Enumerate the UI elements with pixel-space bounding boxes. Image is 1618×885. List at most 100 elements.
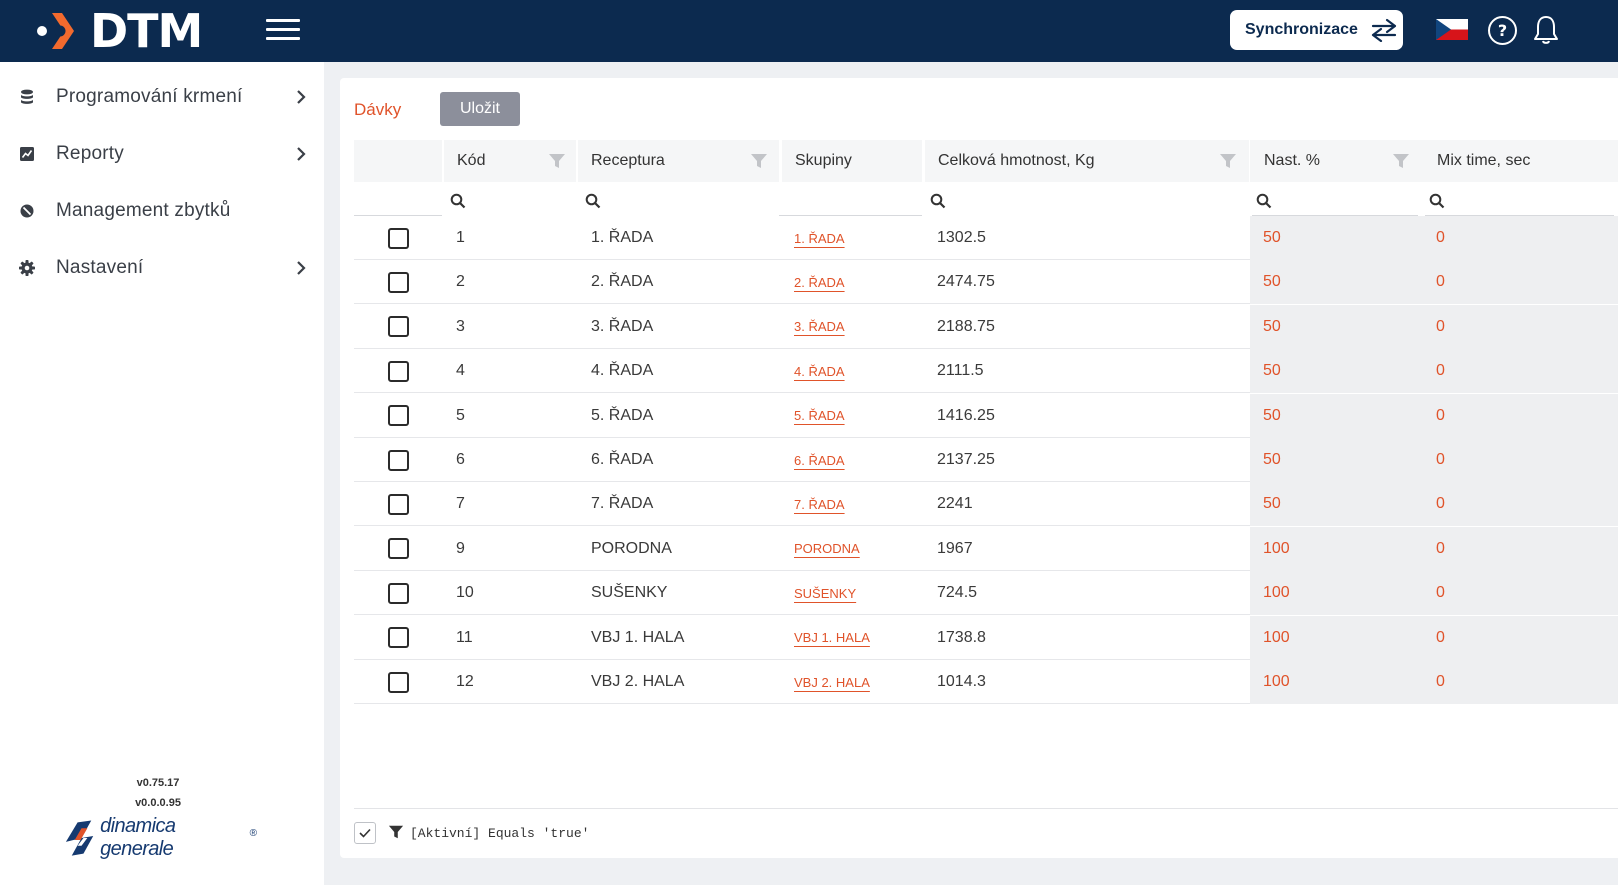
cell-group-link[interactable]: 2. ŘADA [794,274,845,290]
filter-input-setting-pct[interactable] [1252,182,1422,216]
save-button[interactable]: Uložit [440,92,520,126]
cell-mix-time: 0 [1436,495,1445,513]
filter-icon[interactable] [1392,152,1410,170]
registered-mark: ® [249,827,257,839]
cell-group-link[interactable]: PORODNA [794,541,860,557]
row-checkbox[interactable] [388,360,409,382]
table-row[interactable]: 6 6. ŘADA 6. ŘADA 2137.25 50 0 [354,438,1618,482]
row-select-cell [388,571,409,615]
cell-group-link[interactable]: VBJ 2. HALA [794,674,870,690]
row-checkbox[interactable] [388,627,409,649]
filter-icon[interactable] [548,152,566,170]
cell-group-link[interactable]: 3. ŘADA [794,319,845,335]
logo-mark-icon [37,13,74,49]
chevron-right-icon [297,147,306,161]
czech-flag-icon[interactable] [1436,19,1468,40]
table-row[interactable]: 11 VBJ 1. HALA VBJ 1. HALA 1738.8 100 0 [354,615,1618,660]
cell-group-link[interactable]: 5. ŘADA [794,408,845,424]
help-icon[interactable]: ? [1487,15,1518,46]
cell-group-link[interactable]: VBJ 1. HALA [794,630,870,646]
cell-group-link-container: 5. ŘADA [794,394,845,438]
row-shade [1250,349,1618,394]
cell-setting-pct: 50 [1263,273,1281,291]
row-shade [1250,660,1618,704]
filter-expression[interactable]: [Aktivní] Equals 'true' [410,825,590,841]
table-row[interactable]: 3 3. ŘADA 3. ŘADA 2188.75 50 0 [354,304,1618,349]
menu-toggle-button[interactable] [266,19,300,43]
filter-icon[interactable] [1219,152,1237,170]
column-header-setting-pct[interactable]: Nast. % [1251,140,1422,182]
sidebar-item-waste-management[interactable]: Management zbytků [0,191,324,231]
cell-mix-time: 0 [1436,673,1445,690]
cell-recipe: 6. ŘADA [591,451,654,468]
cell-code: 12 [456,673,474,690]
table-row[interactable]: 12 VBJ 2. HALA VBJ 2. HALA 1014.3 100 0 [354,660,1618,704]
filter-input-recipe[interactable] [581,182,781,216]
cell-total-weight: 2241 [937,495,973,513]
table-row[interactable]: 4 4. ŘADA 4. ŘADA 2111.5 50 0 [354,349,1618,394]
row-checkbox[interactable] [388,449,409,471]
row-checkbox[interactable] [388,227,409,249]
table-row[interactable]: 9 PORODNA PORODNA 1967 100 0 [354,526,1618,571]
row-checkbox[interactable] [388,493,409,515]
search-icon [585,193,601,209]
cell-group-link[interactable]: 4. ŘADA [794,363,845,379]
filter-cell-groups [779,182,926,216]
sidebar-item-settings[interactable]: Nastavení [0,248,324,288]
cell-code: 6 [456,451,465,468]
filter-input-mix-time[interactable] [1425,182,1618,216]
column-header-recipe[interactable]: Receptura [578,140,779,182]
cell-mix-time-container: 0 [1436,305,1445,349]
cell-mix-time-container: 0 [1436,438,1445,482]
row-checkbox[interactable] [388,582,409,604]
cell-total-weight-container: 1302.5 [937,216,986,260]
app-logo[interactable]: DTM [34,8,203,54]
row-checkbox[interactable] [388,316,409,338]
table-row[interactable]: 7 7. ŘADA 7. ŘADA 2241 50 0 [354,482,1618,527]
row-checkbox[interactable] [388,271,409,293]
cell-setting-pct: 100 [1263,584,1290,602]
table-row[interactable]: 1 1. ŘADA 1. ŘADA 1302.5 50 0 [354,216,1618,260]
cell-recipe-container: PORODNA [591,527,672,571]
cell-setting-pct-container: 50 [1263,349,1281,393]
cell-code: 9 [456,539,465,557]
filter-enabled-checkbox[interactable] [354,822,376,844]
chevron-right-icon [297,90,306,104]
table-row[interactable]: 10 SUŠENKY SUŠENKY 724.5 100 0 [354,571,1618,616]
cell-setting-pct: 50 [1263,406,1281,424]
cell-setting-pct: 50 [1263,317,1281,335]
cell-group-link[interactable]: SUŠENKY [794,585,857,601]
cell-total-weight-container: 1416.25 [937,394,995,438]
svg-text:?: ? [1498,21,1507,40]
sidebar-item-feeding-programming[interactable]: Programování krmení [0,77,324,117]
filter-input-total-weight[interactable] [926,182,1246,216]
sync-button[interactable]: Synchronizace [1230,10,1403,50]
row-checkbox[interactable] [388,538,409,560]
filter-icon[interactable] [750,152,768,170]
column-header-mix-time[interactable]: Mix time, sec [1424,140,1618,182]
cell-recipe-container: 1. ŘADA [591,216,653,260]
column-header-code[interactable]: Kód [444,140,576,182]
cell-group-link[interactable]: 6. ŘADA [794,452,845,468]
bell-icon[interactable] [1532,14,1560,46]
table-row[interactable]: 2 2. ŘADA 2. ŘADA 2474.75 50 0 [354,260,1618,305]
cell-group-link[interactable]: 7. ŘADA [794,496,845,512]
cell-setting-pct-container: 50 [1263,260,1281,304]
cell-total-weight-container: 2188.75 [937,305,995,349]
row-select-cell [388,660,409,704]
row-checkbox[interactable] [388,405,409,427]
column-header-total-weight[interactable]: Celková hmotnost, Kg [925,140,1249,182]
row-select-cell [388,616,409,660]
cell-group-link[interactable]: 1. ŘADA [794,230,845,246]
column-header-groups[interactable]: Skupiny [782,140,922,182]
cell-setting-pct-container: 100 [1263,660,1290,704]
filter-input-code[interactable] [446,182,578,216]
cell-group-link-container: 2. ŘADA [794,260,845,304]
cell-group-link-container: 7. ŘADA [794,482,845,526]
row-shade [1250,526,1618,571]
sidebar-item-reports[interactable]: Reporty [0,134,324,174]
cell-code: 2 [456,273,465,291]
table-row[interactable]: 5 5. ŘADA 5. ŘADA 1416.25 50 0 [354,393,1618,438]
row-checkbox[interactable] [388,671,409,693]
cell-total-weight: 1014.3 [937,673,986,690]
